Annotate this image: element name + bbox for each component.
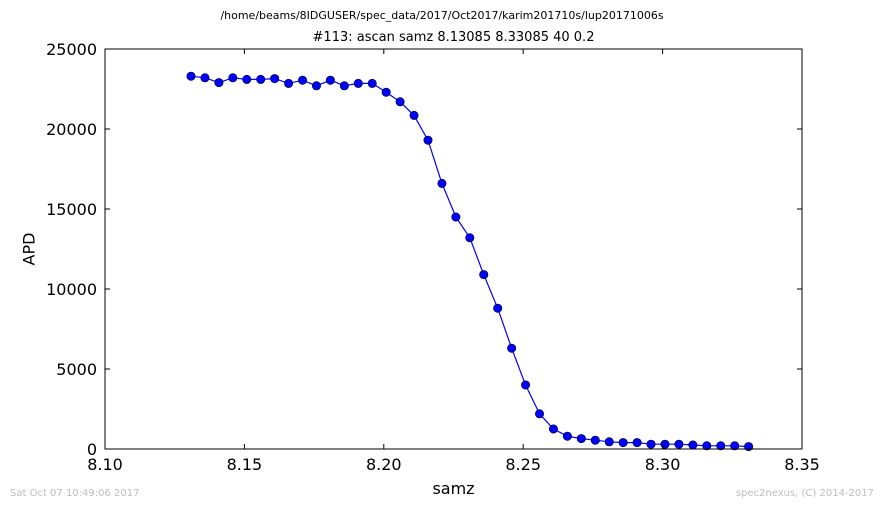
data-point [604,437,614,447]
x-axis: 8.10 8.15 8.20 8.25 8.30 8.35 [87,49,820,474]
data-point [339,81,349,91]
data-point [367,78,377,88]
data-point [228,73,238,83]
x-tick-label: 8.25 [505,455,541,474]
data-marks [186,71,754,452]
y-tick-label: 25000 [46,40,97,59]
data-point [200,73,210,83]
series-line [190,75,749,448]
y-tick-label: 20000 [46,120,97,139]
data-point [311,81,321,91]
data-point [548,424,558,434]
x-tick-label: 8.15 [227,455,263,474]
data-point [730,441,740,451]
data-point [186,71,196,81]
data-point [521,380,531,390]
y-tick-label: 15000 [46,200,97,219]
data-point [576,434,586,444]
data-point [562,431,572,441]
data-point [284,78,294,88]
data-point [381,87,391,97]
data-point [325,75,335,85]
data-point [451,212,461,222]
data-point [437,178,447,188]
data-point [465,233,475,243]
y-tick-label: 0 [87,440,97,459]
data-point [270,74,280,84]
data-point [423,135,433,145]
data-point [632,438,642,448]
x-tick-label: 8.30 [645,455,681,474]
data-point [479,270,489,280]
data-point [256,74,266,84]
data-point [242,74,252,84]
data-point [618,438,628,448]
y-axis-label: APD [19,232,39,266]
figure-suptitle: /home/beams/8IDGUSER/spec_data/2017/Oct2… [220,9,664,22]
x-tick-label: 8.10 [87,455,123,474]
chart-title: #113: ascan samz 8.13085 8.33085 40 0.2 [312,30,595,45]
data-point [702,441,712,451]
data-point [535,409,545,419]
data-point [395,97,405,107]
data-point [716,441,726,451]
data-point [688,440,698,450]
x-tick-label: 8.35 [784,455,820,474]
timestamp-footer: Sat Oct 07 10:49:06 2017 [10,488,140,499]
y-axis: 0 5000 10000 15000 20000 25000 [46,40,802,459]
data-point [674,439,684,449]
y-tick-label: 5000 [56,360,97,379]
data-point [507,343,517,353]
credit-footer: spec2nexus, (C) 2014-2017 [735,488,874,499]
data-point [660,439,670,449]
data-point [744,442,754,452]
y-tick-label: 10000 [46,280,97,299]
plot-frame [104,48,803,450]
data-point [409,110,419,120]
x-tick-label: 8.20 [366,455,402,474]
x-axis-label: samz [432,479,475,498]
data-point [493,303,503,313]
data-point [590,435,600,445]
data-point [646,439,656,449]
data-point [214,78,224,88]
data-point [353,78,363,88]
data-point [298,75,308,85]
